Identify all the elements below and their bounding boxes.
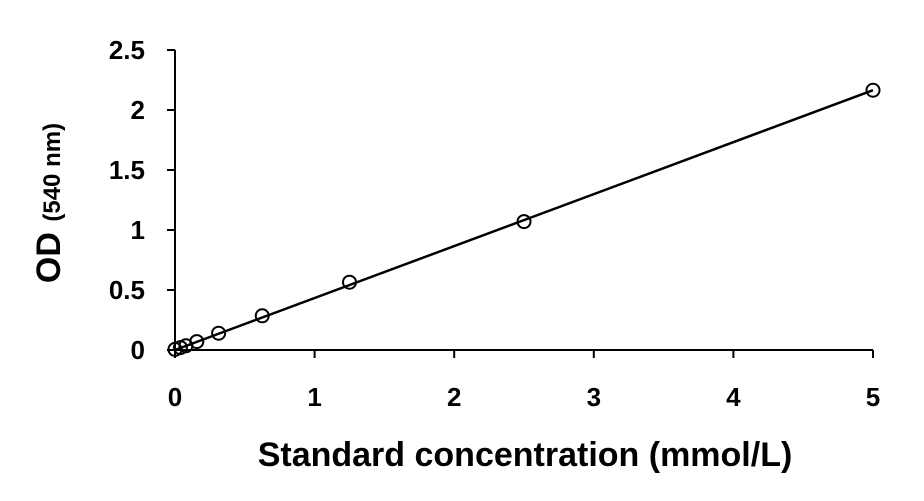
- x-tick-label: 5: [866, 382, 880, 412]
- x-axis-ticks: 0 1 2 3 4 5: [168, 350, 880, 412]
- data-points: [167, 82, 881, 357]
- y-tick-label: 2: [131, 95, 145, 125]
- data-point: [211, 325, 227, 341]
- data-point: [189, 334, 205, 350]
- data-point: [342, 274, 357, 290]
- data-point: [865, 82, 881, 98]
- y-axis-ticks: 0 0.5 1 1.5 2 2.5: [109, 35, 175, 365]
- y-tick-label: 0.5: [109, 275, 145, 305]
- y-tick-label: 1: [131, 215, 145, 245]
- trendline: [174, 89, 874, 352]
- y-tick-label: 2.5: [109, 35, 145, 65]
- axes: [174, 50, 873, 351]
- x-axis-title: Standard concentration (mmol/L): [258, 436, 793, 474]
- y-axis-title-unit: (540 nm): [39, 123, 66, 222]
- trendline-group: [174, 89, 874, 352]
- x-tick-label: 3: [587, 382, 601, 412]
- x-tick-label: 4: [726, 382, 741, 412]
- y-tick-label: 0: [131, 335, 145, 365]
- y-tick-label: 1.5: [109, 155, 145, 185]
- x-tick-label: 0: [168, 382, 182, 412]
- data-point: [254, 308, 270, 324]
- x-tick-label: 1: [307, 382, 321, 412]
- x-tick-label: 2: [447, 382, 461, 412]
- y-axis-title: OD (540 nm): [30, 123, 68, 283]
- y-axis-title-main: OD: [30, 232, 68, 283]
- data-point: [516, 214, 532, 230]
